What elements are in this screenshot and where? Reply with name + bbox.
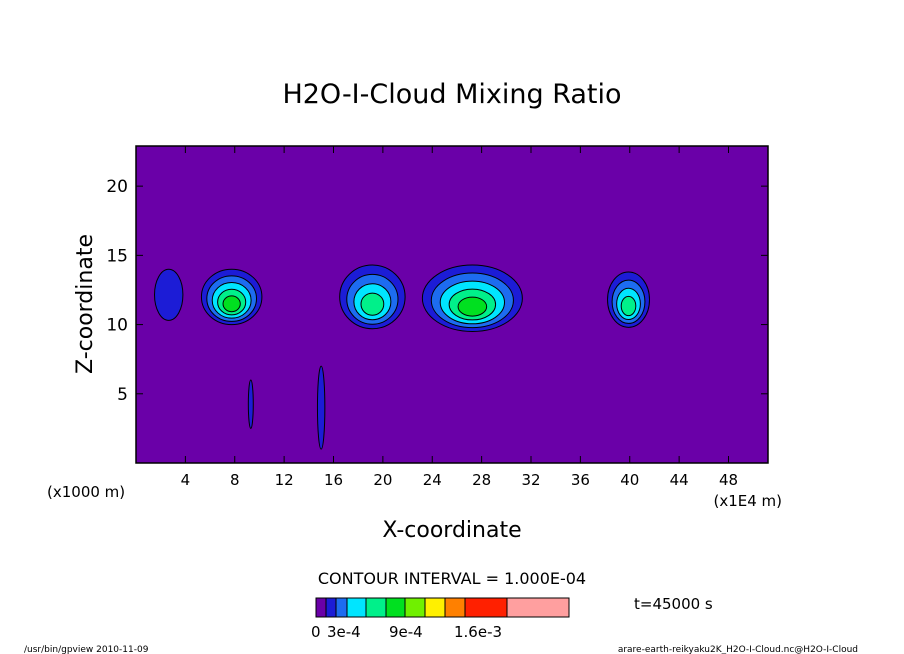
colorbar-swatch: [365, 597, 387, 618]
x-tick-label: 4: [181, 471, 191, 489]
y-tick-label: 15: [106, 246, 128, 266]
colorbar-swatch: [424, 597, 446, 618]
colorbar-swatch: [335, 597, 348, 618]
x-tick-label: 24: [423, 471, 442, 489]
cloud-contours: [154, 264, 650, 450]
contour-level: [247, 379, 254, 429]
contour-level: [457, 296, 488, 317]
chart-title: H2O-I-Cloud Mixing Ratio: [282, 79, 621, 110]
cloud-region: [421, 264, 523, 332]
colorbar-label: 3e-4: [327, 623, 361, 641]
y-axis-ticks: 5 10 15 20: [106, 177, 768, 405]
footer-right: arare-earth-reikyaku2K_H2O-I-Cloud.nc@H2…: [618, 645, 858, 654]
x-unit-left: (x1000 m): [47, 483, 125, 501]
x-tick-label: 44: [670, 471, 689, 489]
colorbar-label: 0: [311, 623, 321, 641]
y-tick-label: 10: [106, 316, 128, 336]
colorbar-swatch: [325, 597, 337, 618]
cloud-region: [200, 268, 263, 326]
x-tick-label: 32: [521, 471, 540, 489]
colorbar-swatch: [346, 597, 367, 618]
contour-interval-label: CONTOUR INTERVAL = 1.000E-04: [318, 569, 586, 588]
x-axis-label: X-coordinate: [382, 518, 521, 543]
x-axis-ticks: 4 8 12 16 20 24 28 32 36 40 44 48: [181, 146, 738, 489]
x-unit-right: (x1E4 m): [713, 492, 782, 510]
colorbar-swatch: [404, 597, 426, 618]
cloud-region: [607, 271, 650, 328]
colorbar-swatch: [444, 597, 466, 618]
y-tick-label: 20: [106, 177, 128, 197]
x-tick-label: 40: [620, 471, 639, 489]
colorbar-label: 1.6e-3: [454, 623, 502, 641]
footer-left: /usr/bin/gpview 2010-11-09: [24, 645, 149, 654]
contour-level: [316, 365, 326, 450]
cloud-region: [339, 264, 406, 330]
x-tick-label: 16: [324, 471, 343, 489]
y-axis-label: Z-coordinate: [73, 234, 98, 374]
contour-level: [620, 295, 637, 317]
colorbar-label: 9e-4: [389, 623, 423, 641]
colorbar-swatch: [385, 597, 406, 618]
colorbar-labels: 0 3e-4 9e-4 1.6e-3: [311, 623, 502, 641]
contour-level: [154, 268, 184, 321]
x-tick-label: 8: [230, 471, 240, 489]
contour-level: [222, 295, 241, 313]
x-tick-label: 28: [472, 471, 491, 489]
contour-level: [360, 292, 385, 316]
x-tick-label: 20: [373, 471, 392, 489]
x-tick-label: 36: [571, 471, 590, 489]
cloud-region: [316, 365, 326, 450]
x-tick-label: 12: [275, 471, 294, 489]
x-tick-label: 48: [719, 471, 738, 489]
cloud-region: [247, 379, 254, 429]
cloud-region: [154, 268, 184, 321]
colorbar-swatch: [464, 597, 508, 618]
colorbar: [315, 597, 570, 618]
colorbar-swatch: [506, 597, 570, 618]
time-label: t=45000 s: [634, 595, 713, 613]
y-tick-label: 5: [117, 385, 128, 405]
plot-frame: [135, 145, 769, 464]
colorbar-swatch: [315, 597, 327, 618]
